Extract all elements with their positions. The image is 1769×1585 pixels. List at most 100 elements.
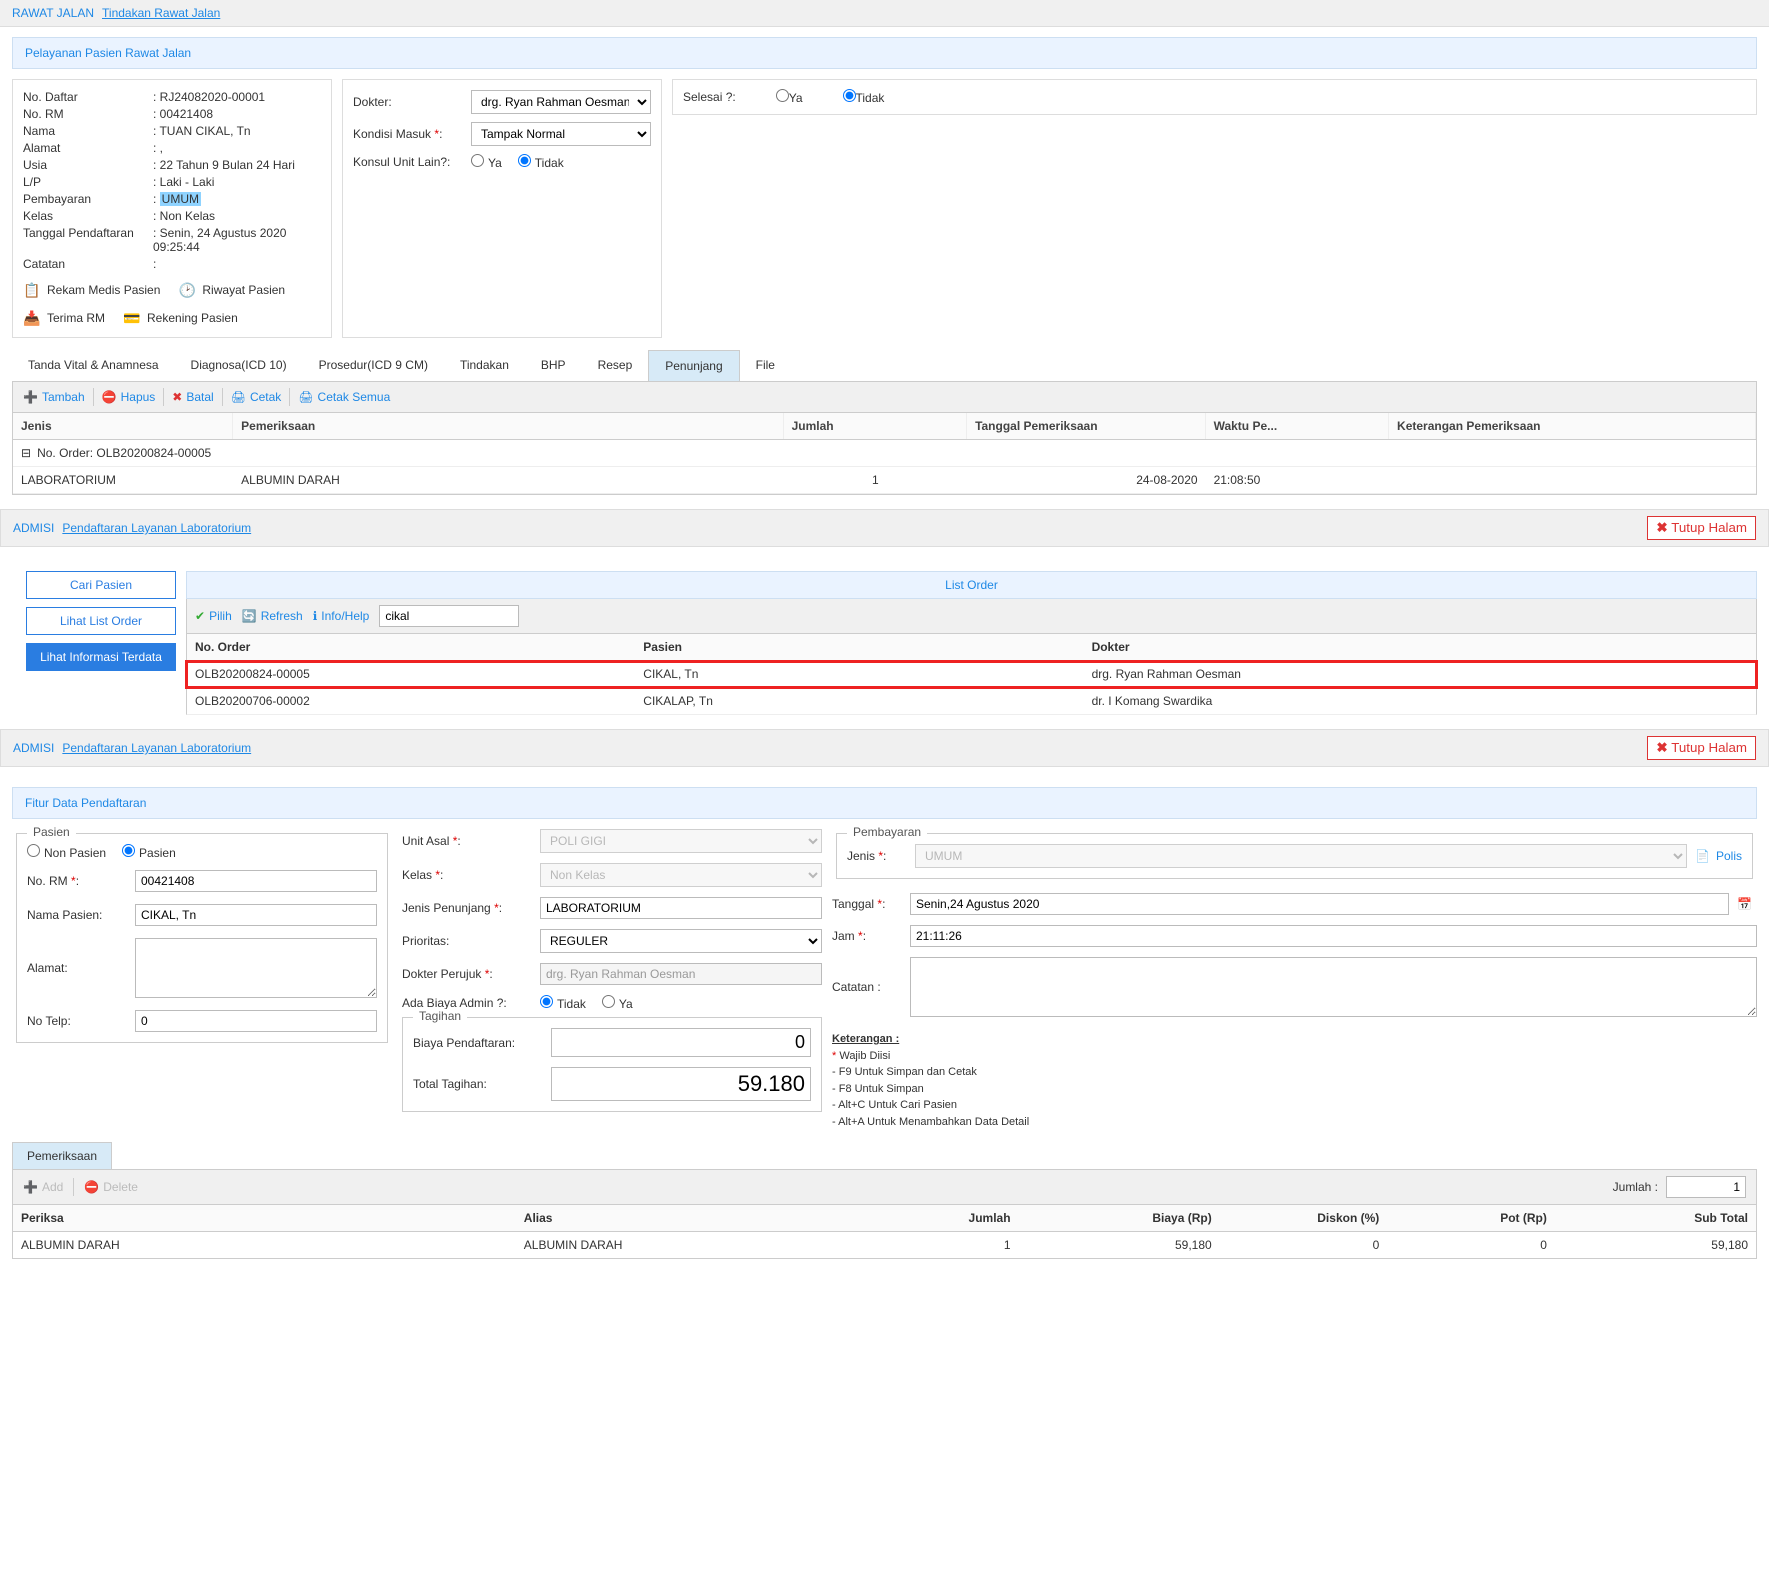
patient-info-card: No. Daftar RJ24082020-00001 No. RM 00421… [12, 79, 332, 338]
select-kondisi[interactable]: Tampak Normal [471, 122, 651, 146]
link-pendaftaran-lab-1[interactable]: Pendaftaran Layanan Laboratorium [62, 521, 251, 535]
fieldset-pembayaran: Pembayaran Jenis *: UMUM 📄Polis [836, 833, 1753, 879]
breadcrumb-link-tindakan[interactable]: Tindakan Rawat Jalan [102, 6, 220, 20]
input-jenis-penunjang[interactable] [540, 897, 822, 919]
select-pay-jenis: UMUM [915, 844, 1687, 868]
grid-penunjang: Jenis Pemeriksaan Jumlah Tanggal Pemerik… [12, 413, 1757, 495]
btn-cari-pasien[interactable]: Cari Pasien [26, 571, 176, 599]
pemeriksaan-tabs: Pemeriksaan [12, 1142, 1757, 1169]
add-icon: ➕ [23, 1180, 38, 1194]
btn-pilih[interactable]: ✔Pilih [195, 609, 232, 623]
btn-terima-rm[interactable]: 📥Terima RM [23, 309, 105, 327]
group-row-order[interactable]: ⊟ No. Order: OLB20200824-00005 [13, 440, 1756, 467]
selesai-card: Selesai ?: Ya Tidak [672, 79, 1757, 115]
btn-cetak[interactable]: 🖨Cetak [231, 390, 282, 404]
grid-row-penunjang[interactable]: LABORATORIUM ALBUMIN DARAH 1 24-08-2020 … [13, 467, 1756, 494]
btn-hapus[interactable]: ⛔Hapus [102, 390, 156, 404]
btn-batal[interactable]: ✖Batal [172, 390, 213, 404]
btn-tambah[interactable]: ➕Tambah [23, 390, 85, 404]
radio-admin-ya[interactable]: Ya [602, 995, 633, 1011]
pm-col-pot: Pot (Rp) [1387, 1205, 1555, 1231]
tab-diagnosa-icd-10-[interactable]: Diagnosa(ICD 10) [175, 350, 303, 381]
tab-tanda-vital-anamnesa[interactable]: Tanda Vital & Anamnesa [12, 350, 175, 381]
radio-pasien[interactable]: Pasien [122, 844, 176, 860]
btn-tutup-halaman-1[interactable]: ✖ Tutup Halam [1647, 516, 1756, 540]
input-fdp-nama[interactable] [135, 904, 377, 926]
btn-cetak-semua[interactable]: 🖨Cetak Semua [298, 390, 390, 404]
btn-info-help[interactable]: ℹInfo/Help [313, 609, 370, 623]
toolbar-penunjang: ➕Tambah ⛔Hapus ✖Batal 🖨Cetak 🖨Cetak Semu… [12, 382, 1757, 413]
col-tanggal: Tanggal Pemeriksaan [967, 413, 1206, 439]
btn-pm-add[interactable]: ➕Add [23, 1180, 63, 1194]
lbl-biaya-admin: Ada Biaya Admin ?: [402, 996, 532, 1010]
btn-riwayat-pasien[interactable]: 🕑Riwayat Pasien [178, 281, 285, 299]
radio-konsul-ya[interactable]: Ya [471, 154, 502, 170]
radio-admin-tidak[interactable]: Tidak [540, 995, 586, 1011]
btn-tutup-halaman-2[interactable]: ✖ Tutup Halam [1647, 736, 1756, 760]
input-fdp-telp[interactable] [135, 1010, 377, 1032]
lbl-alamat: Alamat [23, 141, 153, 155]
lbl-fdp-telp: No Telp: [27, 1014, 127, 1028]
select-prioritas[interactable]: REGULER [540, 929, 822, 953]
input-pay-tanggal[interactable] [910, 893, 1729, 915]
lbl-lp: L/P [23, 175, 153, 189]
admisi-bar-2: ADMISIPendaftaran Layanan Laboratorium ✖… [0, 729, 1769, 767]
btn-lihat-informasi[interactable]: Lihat Informasi Terdata [26, 643, 176, 671]
btn-rekening-pasien[interactable]: 💳Rekening Pasien [123, 309, 238, 327]
lbl-kelas-mid: Kelas *: [402, 868, 532, 882]
history-icon: 🕑 [178, 281, 196, 299]
btn-pm-delete[interactable]: ⛔Delete [84, 1180, 138, 1194]
input-search-order[interactable] [379, 605, 519, 627]
val-no-daftar: RJ24082020-00001 [153, 90, 321, 104]
btn-rekam-medis[interactable]: 📋Rekam Medis Pasien [23, 281, 160, 299]
tab-resep[interactable]: Resep [582, 350, 649, 381]
dokter-form-card: Dokter: drg. Ryan Rahman Oesman Kondisi … [342, 79, 662, 338]
radio-selesai-ya[interactable]: Ya [776, 89, 803, 105]
input-fdp-norm[interactable] [135, 870, 377, 892]
col-waktu: Waktu Pe... [1206, 413, 1389, 439]
radio-konsul-tidak[interactable]: Tidak [518, 154, 564, 170]
cancel-icon: ✖ [172, 390, 182, 404]
radio-non-pasien[interactable]: Non Pasien [27, 844, 106, 860]
btn-polis[interactable]: 📄Polis [1695, 849, 1742, 863]
pm-col-alias: Alias [516, 1205, 851, 1231]
refresh-icon: 🔄 [242, 609, 257, 623]
listorder-title: List Order [186, 571, 1757, 599]
lo-row[interactable]: OLB20200706-00002 CIKALAP, Tn dr. I Koma… [186, 688, 1757, 715]
tab-bhp[interactable]: BHP [525, 350, 582, 381]
input-pay-catatan[interactable] [910, 957, 1757, 1017]
tab-prosedur-icd-9-cm-[interactable]: Prosedur(ICD 9 CM) [303, 350, 444, 381]
input-pm-jumlah[interactable] [1666, 1176, 1746, 1198]
lbl-usia: Usia [23, 158, 153, 172]
pemeriksaan-toolbar: ➕Add ⛔Delete Jumlah : [12, 1169, 1757, 1205]
btn-lihat-list-order[interactable]: Lihat List Order [26, 607, 176, 635]
lbl-no-rm: No. RM [23, 107, 153, 121]
lo-col-dokter: Dokter [1084, 634, 1756, 660]
calendar-icon[interactable]: 📅 [1737, 897, 1757, 911]
input-pay-jam[interactable] [910, 925, 1757, 947]
radio-selesai-tidak[interactable]: Tidak [843, 89, 885, 105]
fieldset-pasien: Pasien Non Pasien Pasien No. RM *: Nama … [16, 833, 388, 1043]
print-all-icon: 🖨 [298, 390, 313, 404]
lbl-tgl-daftar: Tanggal Pendaftaran [23, 226, 153, 254]
input-biaya-pendaftaran[interactable] [551, 1028, 811, 1057]
lbl-fdp-alamat: Alamat: [27, 961, 127, 975]
lbl-pay-tanggal: Tanggal *: [832, 897, 902, 911]
input-fdp-alamat[interactable] [135, 938, 377, 998]
delete-icon: ⛔ [102, 390, 117, 404]
fieldset-tagihan: Tagihan Biaya Pendaftaran: Total Tagihan… [402, 1017, 822, 1112]
lbl-konsul: Konsul Unit Lain?: [353, 155, 463, 169]
pm-row[interactable]: ALBUMIN DARAH ALBUMIN DARAH 1 59,180 0 0… [13, 1232, 1756, 1258]
link-pendaftaran-lab-2[interactable]: Pendaftaran Layanan Laboratorium [62, 741, 251, 755]
tab-file[interactable]: File [740, 350, 791, 381]
listorder-main: List Order ✔Pilih 🔄Refresh ℹInfo/Help No… [186, 571, 1757, 715]
lbl-no-daftar: No. Daftar [23, 90, 153, 104]
val-tgl-daftar: Senin, 24 Agustus 2020 09:25:44 [153, 226, 321, 254]
lo-row-selected[interactable]: OLB20200824-00005 CIKAL, Tn drg. Ryan Ra… [186, 661, 1757, 688]
tab-pemeriksaan[interactable]: Pemeriksaan [12, 1142, 112, 1169]
tab-tindakan[interactable]: Tindakan [444, 350, 525, 381]
select-dokter[interactable]: drg. Ryan Rahman Oesman [471, 90, 651, 114]
tab-penunjang[interactable]: Penunjang [648, 350, 739, 381]
pemeriksaan-grid: Periksa Alias Jumlah Biaya (Rp) Diskon (… [12, 1205, 1757, 1259]
btn-refresh[interactable]: 🔄Refresh [242, 609, 303, 623]
